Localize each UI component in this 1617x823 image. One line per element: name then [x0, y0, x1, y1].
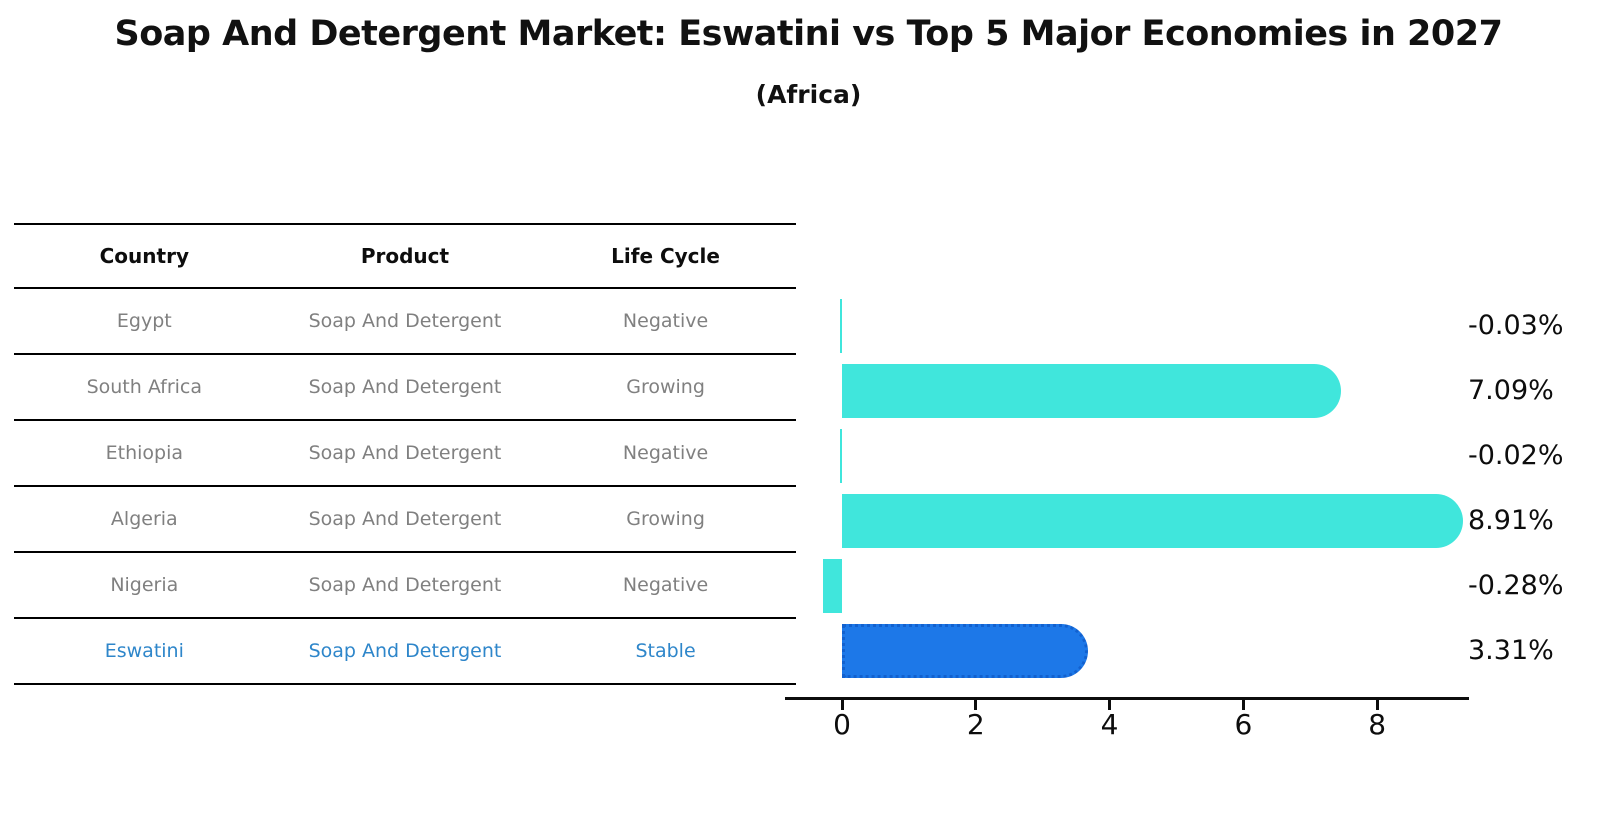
table-row-eswatini-highlight: Eswatini Soap And Detergent Stable	[14, 619, 796, 685]
cell-life-cycle: Growing	[626, 508, 705, 530]
table-row: Egypt Soap And Detergent Negative	[14, 289, 796, 355]
bar-eswatini	[842, 624, 1089, 678]
cell-product: Soap And Detergent	[308, 376, 502, 398]
x-axis-tick-label: 0	[833, 708, 851, 741]
cell-product: Soap And Detergent	[308, 310, 502, 332]
table-header-row: Country Product Life Cycle	[14, 223, 796, 289]
x-axis-tick-label: 8	[1368, 708, 1387, 741]
cell-product: Soap And Detergent	[308, 442, 502, 464]
page-subtitle: (Africa)	[755, 80, 862, 109]
cell-life-cycle: Stable	[635, 640, 696, 662]
cell-country: Eswatini	[104, 640, 184, 662]
bar-algeria	[842, 494, 1464, 548]
table-row: Ethiopia Soap And Detergent Negative	[14, 421, 796, 487]
bar-south-africa	[842, 364, 1342, 418]
cell-product: Soap And Detergent	[308, 574, 502, 596]
cell-country: Nigeria	[110, 574, 179, 596]
x-axis-tick	[1241, 700, 1245, 710]
x-axis-tick	[1375, 700, 1379, 710]
cell-country: Ethiopia	[105, 442, 183, 464]
column-header-country: Country	[99, 244, 189, 268]
bar-nigeria	[823, 559, 842, 613]
cell-life-cycle: Growing	[626, 376, 705, 398]
page-title: Soap And Detergent Market: Eswatini vs T…	[114, 14, 1503, 54]
bar-egypt	[839, 299, 842, 353]
cell-country: Algeria	[110, 508, 178, 530]
table-row: South Africa Soap And Detergent Growing	[14, 355, 796, 421]
cell-life-cycle: Negative	[622, 310, 709, 332]
cell-country: Egypt	[116, 310, 172, 332]
bar-ethiopia	[839, 429, 842, 483]
table-row: Nigeria Soap And Detergent Negative	[14, 553, 796, 619]
x-axis-tick-label: 2	[966, 708, 985, 741]
cell-life-cycle: Negative	[622, 574, 709, 596]
column-header-product: Product	[360, 244, 450, 268]
x-axis-tick	[840, 700, 844, 710]
value-label: 8.91%	[1468, 505, 1554, 536]
value-label: 7.09%	[1468, 375, 1554, 406]
x-axis-tick-label: 4	[1100, 708, 1119, 741]
value-label: -0.03%	[1468, 310, 1564, 341]
value-label: -0.28%	[1468, 570, 1564, 601]
country-table: Country Product Life Cycle Egypt Soap An…	[14, 223, 796, 685]
cell-product: Soap And Detergent	[308, 508, 502, 530]
cell-life-cycle: Negative	[622, 442, 709, 464]
table-row: Algeria Soap And Detergent Growing	[14, 487, 796, 553]
column-header-life-cycle: Life Cycle	[611, 244, 720, 268]
value-label: -0.02%	[1468, 440, 1564, 471]
x-axis-tick-label: 6	[1234, 708, 1253, 741]
x-axis-tick	[974, 700, 978, 710]
cell-product: Soap And Detergent	[308, 640, 502, 662]
x-axis-line	[785, 697, 1469, 700]
cell-country: South Africa	[86, 376, 203, 398]
value-label: 3.31%	[1468, 635, 1554, 666]
x-axis-tick	[1108, 700, 1112, 710]
